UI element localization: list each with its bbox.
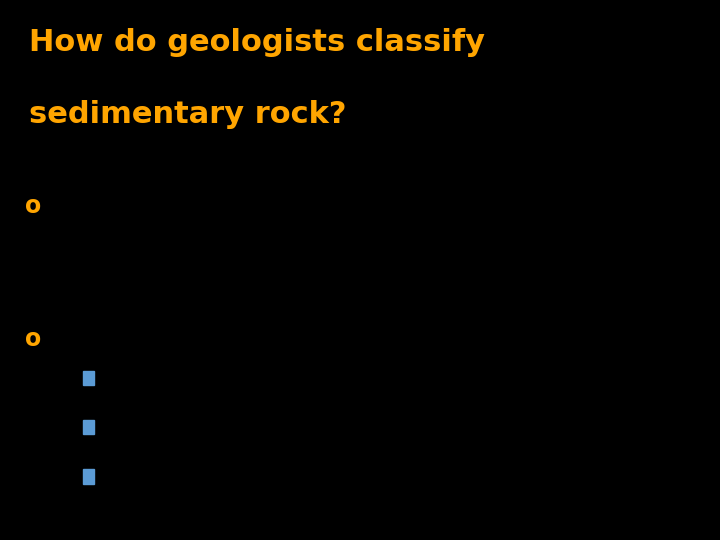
Text: 1. the cementing of compacted sediment.: 1. the cementing of compacted sediment. (112, 379, 668, 402)
Text: animals.: animals. (112, 521, 224, 540)
Text: How do geologists classify: How do geologists classify (29, 28, 485, 57)
Text: sedimentary rock?: sedimentary rock? (29, 100, 346, 129)
Text: More important than composition or: More important than composition or (68, 194, 554, 218)
FancyBboxPatch shape (83, 420, 94, 434)
Text: The form by: The form by (68, 327, 229, 350)
FancyBboxPatch shape (83, 370, 94, 384)
Text: o: o (25, 327, 42, 350)
FancyBboxPatch shape (83, 469, 94, 484)
Text: FORM.: FORM. (68, 280, 155, 304)
Text: 3. forming from the remains of plants and: 3. forming from the remains of plants an… (112, 477, 674, 501)
Text: o: o (25, 194, 42, 218)
Text: texture is THE WAY SEDIMENTARY ROCKS: texture is THE WAY SEDIMENTARY ROCKS (68, 237, 619, 261)
Text: 2. crystallizing out of water.: 2. crystallizing out of water. (112, 428, 485, 452)
